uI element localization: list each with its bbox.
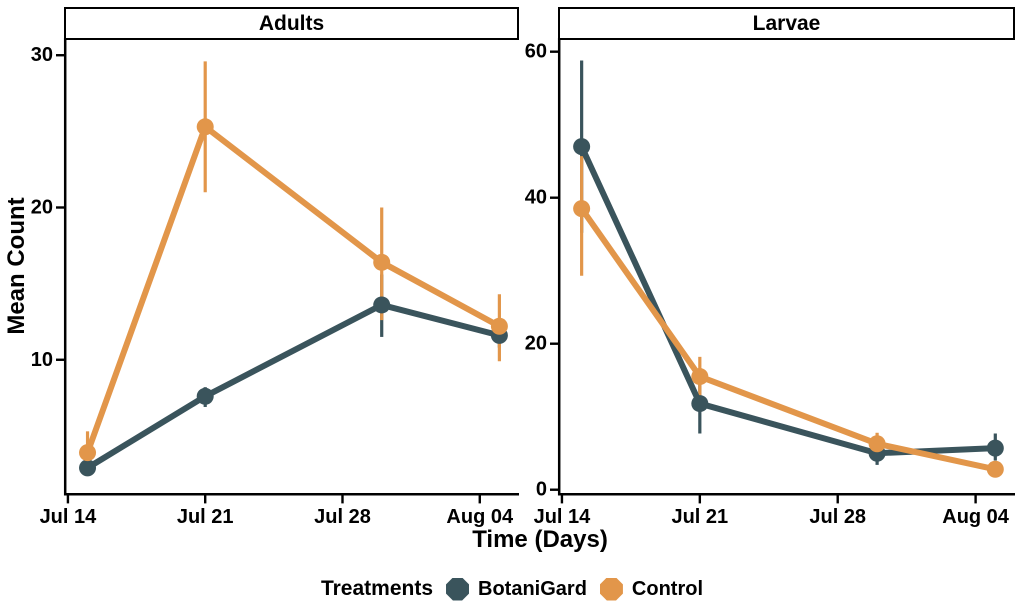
data-point xyxy=(373,253,391,271)
x-tick-label: Jul 14 xyxy=(534,506,592,528)
data-point xyxy=(196,118,214,136)
x-tick-label: Jul 21 xyxy=(671,506,728,528)
data-point xyxy=(573,200,591,218)
data-point xyxy=(79,444,97,462)
data-point xyxy=(986,439,1004,457)
x-tick-label: Jul 21 xyxy=(177,506,234,528)
legend-title: Treatments xyxy=(320,577,434,600)
x-tick-label: Jul 28 xyxy=(314,506,371,528)
x-tick-label: Jul 28 xyxy=(809,506,866,528)
data-point xyxy=(573,138,591,156)
series-line xyxy=(84,123,501,454)
facet-strip-adults: Adults xyxy=(64,7,519,40)
data-point xyxy=(490,317,508,335)
y-tick-label: 60 xyxy=(525,41,547,63)
data-point xyxy=(691,395,709,413)
y-axis-title: Mean Count xyxy=(3,197,30,335)
series-line xyxy=(578,145,996,457)
y-tick-label: 20 xyxy=(525,333,547,355)
y-tick-label: 0 xyxy=(536,479,547,501)
y-tick-label: 20 xyxy=(31,196,53,218)
legend: Treatments BotaniGard Control xyxy=(0,574,1024,604)
legend-item-control: Control xyxy=(599,577,704,601)
x-tick-label: Jul 14 xyxy=(40,506,98,528)
y-tick-label: 30 xyxy=(31,44,53,66)
x-tick-label: Aug 04 xyxy=(942,506,1010,528)
legend-label: Control xyxy=(631,577,704,600)
y-tick-label: 10 xyxy=(31,349,53,371)
data-point xyxy=(691,368,709,386)
control-point-icon xyxy=(599,577,623,601)
data-point xyxy=(196,387,214,405)
data-point xyxy=(868,435,886,453)
x-axis-title: Time (Days) xyxy=(472,526,608,553)
y-tick-label: 40 xyxy=(525,187,547,209)
facet-strip-label: Larvae xyxy=(752,11,821,35)
x-tick-label: Aug 04 xyxy=(446,506,514,528)
data-point xyxy=(986,460,1004,478)
data-point xyxy=(373,296,391,314)
facet-strip-larvae: Larvae xyxy=(558,7,1015,40)
botanigard-point-icon xyxy=(446,577,470,601)
legend-label: BotaniGard xyxy=(478,577,587,600)
series-line xyxy=(85,301,501,471)
data-point xyxy=(79,459,97,477)
series-line xyxy=(579,206,996,473)
legend-item-botanigard: BotaniGard xyxy=(446,577,587,601)
facet-strip-label: Adults xyxy=(258,11,325,35)
